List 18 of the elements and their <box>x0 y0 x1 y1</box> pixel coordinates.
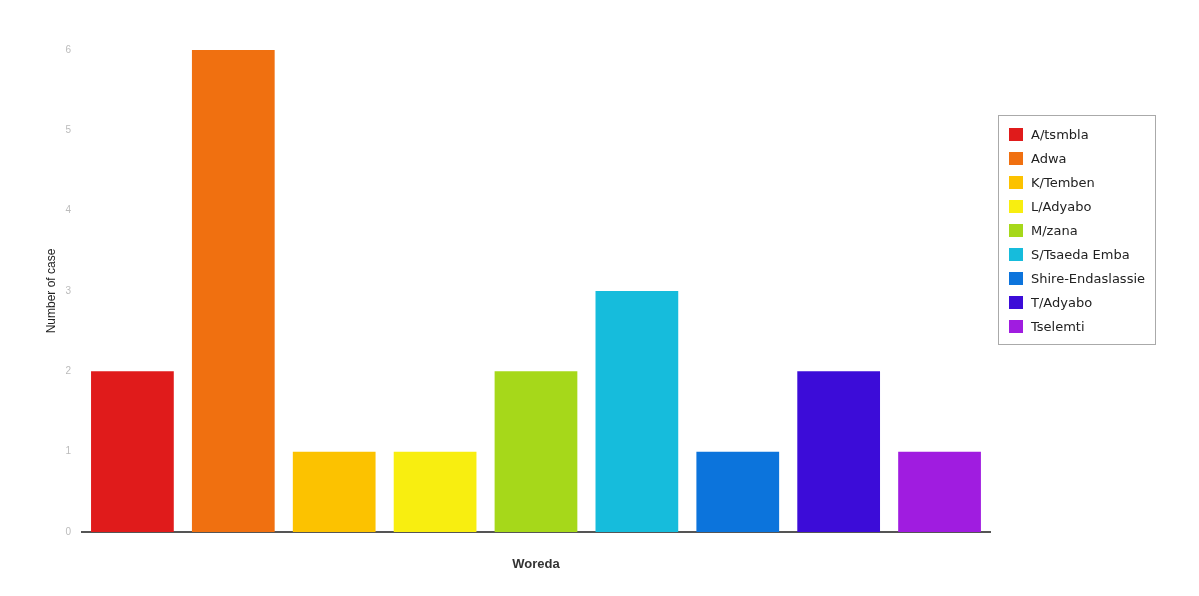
legend-label: Tselemti <box>1031 318 1085 334</box>
x-axis-title: Woreda <box>512 555 561 571</box>
legend-label: M/zana <box>1031 222 1078 238</box>
legend-label: T/Adyabo <box>1031 294 1093 310</box>
legend-label: L/Adyabo <box>1031 198 1092 214</box>
legend-label: A/tsmbla <box>1031 126 1089 142</box>
y-tick-label: 3 <box>65 284 72 296</box>
y-tick-label: 6 <box>65 43 72 55</box>
y-tick-label: 0 <box>65 525 72 537</box>
y-tick-label: 2 <box>65 365 72 377</box>
legend-label: K/Temben <box>1031 174 1095 190</box>
legend-label: Adwa <box>1031 150 1067 166</box>
y-axis-title: Number of case <box>43 248 58 334</box>
legend-label: Shire-Endaslassie <box>1031 270 1146 286</box>
y-tick-label: 1 <box>65 445 72 457</box>
y-tick-label: 4 <box>65 204 72 216</box>
y-tick-label: 5 <box>65 124 72 136</box>
legend-label: S/Tsaeda Emba <box>1031 246 1130 262</box>
